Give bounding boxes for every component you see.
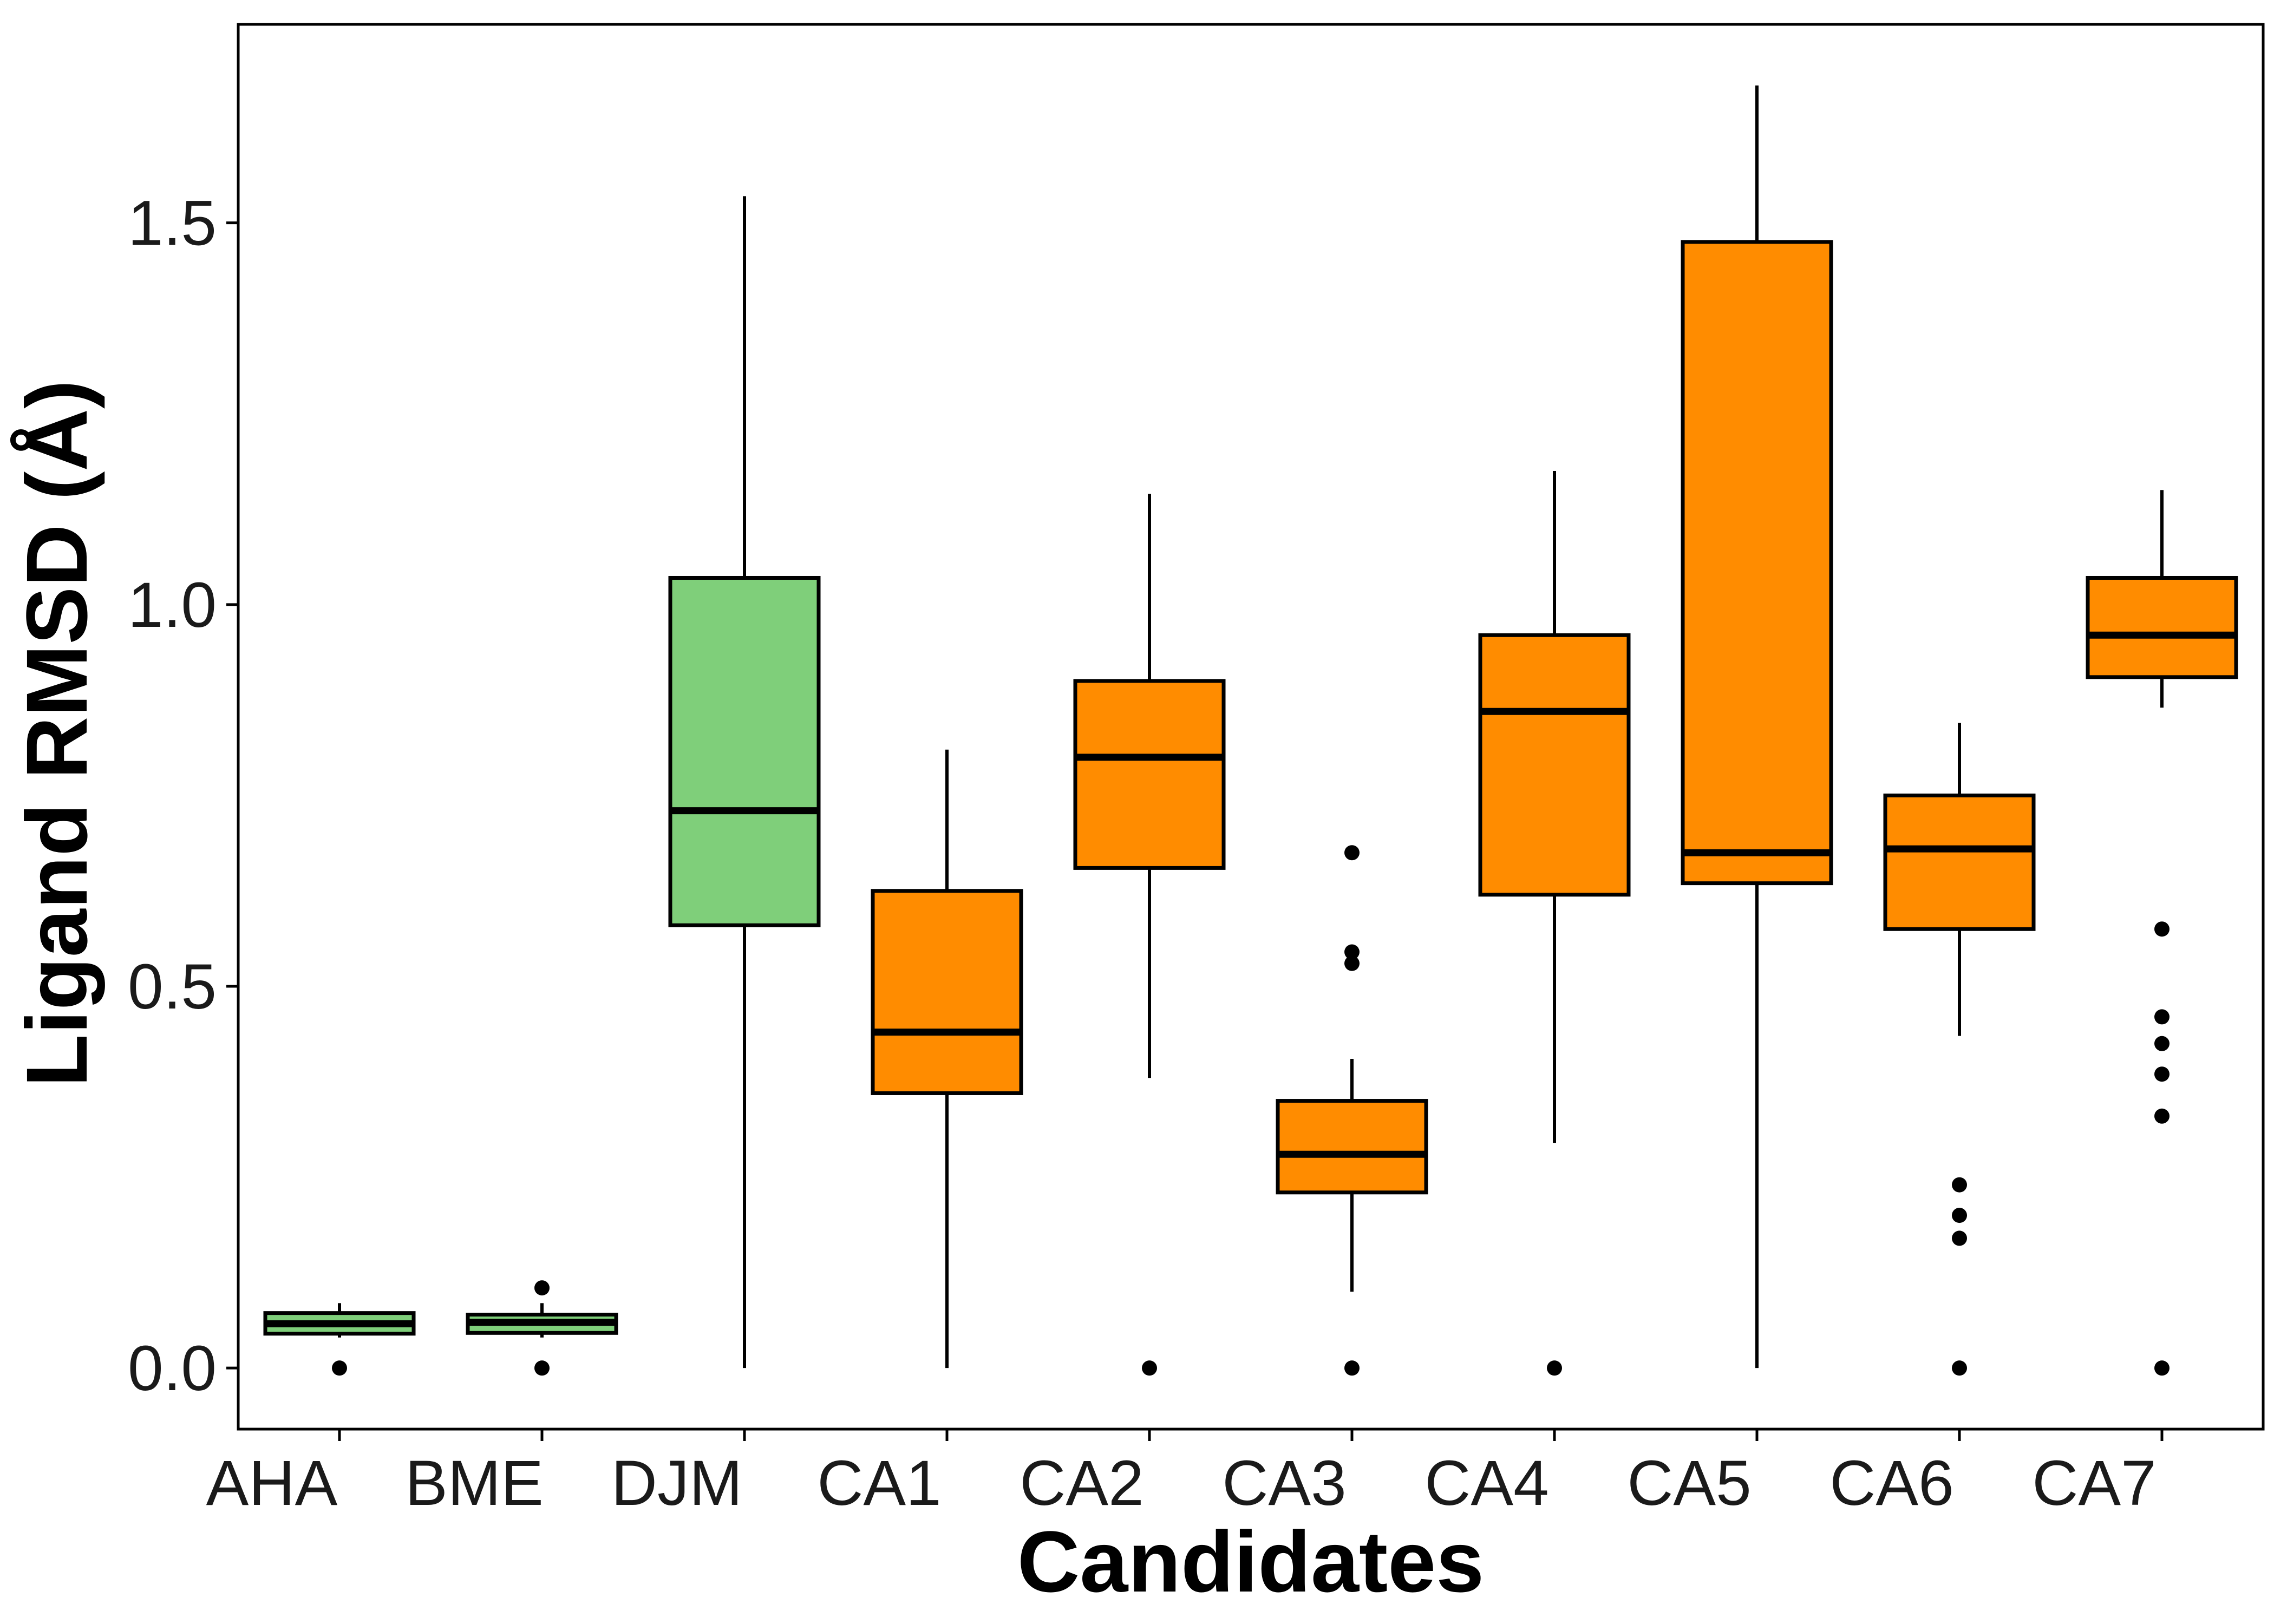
box-iqr <box>1073 679 1226 870</box>
outlier-point <box>1547 1360 1562 1376</box>
boxes-layer <box>263 85 2238 1376</box>
x-axis-title: Candidates <box>1017 1513 1484 1610</box>
box-bme <box>466 1280 618 1376</box>
outlier-point <box>1952 1208 1967 1223</box>
box-djm <box>668 196 821 1368</box>
box-ca2 <box>1073 494 1226 1376</box>
outlier-point <box>2154 1066 2170 1082</box>
outlier-point <box>1344 944 1360 960</box>
outlier-point <box>2154 1036 2170 1051</box>
x-axis: AHA BME DJM CA1 CA2 CA3 CA4 CA5 CA6 CA7 <box>206 1429 2164 1519</box>
y-tick-label: 0.5 <box>128 951 217 1023</box>
outlier-point <box>1344 845 1360 861</box>
outlier-point <box>1952 1230 1967 1246</box>
outlier-point <box>534 1280 550 1296</box>
box-ca6 <box>1883 723 2036 1376</box>
y-tick-label: 1.0 <box>128 569 217 641</box>
x-tick-label: DJM <box>611 1448 743 1519</box>
box-iqr <box>1276 1099 1428 1195</box>
x-tick-label: CA5 <box>1627 1448 1752 1519</box>
outlier-point <box>332 1360 347 1376</box>
outlier-point <box>534 1360 550 1376</box>
box-ca7 <box>2086 490 2238 1376</box>
plot-panel <box>237 23 2265 1431</box>
box-iqr <box>668 575 821 927</box>
box-iqr <box>1883 793 2036 931</box>
outlier-point <box>1142 1360 1157 1376</box>
x-tick-label: CA2 <box>1020 1448 1144 1519</box>
x-tick-label: CA1 <box>817 1448 942 1519</box>
outlier-point <box>2154 1360 2170 1376</box>
box-ca1 <box>871 749 1023 1368</box>
box-aha <box>263 1303 416 1376</box>
x-tick-label: CA3 <box>1222 1448 1347 1519</box>
box-iqr <box>1681 240 1833 886</box>
box-ca3 <box>1276 845 1428 1376</box>
outlier-point <box>2154 1108 2170 1124</box>
outlier-point <box>1344 955 1360 971</box>
y-tick-label: 0.0 <box>128 1333 217 1404</box>
outlier-point <box>1952 1360 1967 1376</box>
box-iqr <box>871 889 1023 1095</box>
x-tick-label: AHA <box>206 1448 338 1519</box>
outlier-point <box>1344 1360 1360 1376</box>
box-iqr <box>1478 633 1631 897</box>
box-ca5 <box>1681 85 1833 1368</box>
outlier-point <box>2154 1009 2170 1025</box>
x-tick-label: BME <box>405 1448 544 1519</box>
y-tick-label: 1.5 <box>128 188 217 259</box>
x-tick-label: CA4 <box>1424 1448 1549 1519</box>
y-axis: 0.0 0.5 1.0 1.5 <box>128 188 238 1404</box>
box-iqr <box>2086 575 2238 679</box>
outlier-point <box>1952 1177 1967 1193</box>
x-tick-label: CA7 <box>2032 1448 2157 1519</box>
x-tick-label: CA6 <box>1829 1448 1954 1519</box>
outlier-point <box>2154 921 2170 937</box>
box-ca4 <box>1478 471 1631 1376</box>
y-axis-title: Ligand RMSD (Å) <box>8 380 105 1087</box>
